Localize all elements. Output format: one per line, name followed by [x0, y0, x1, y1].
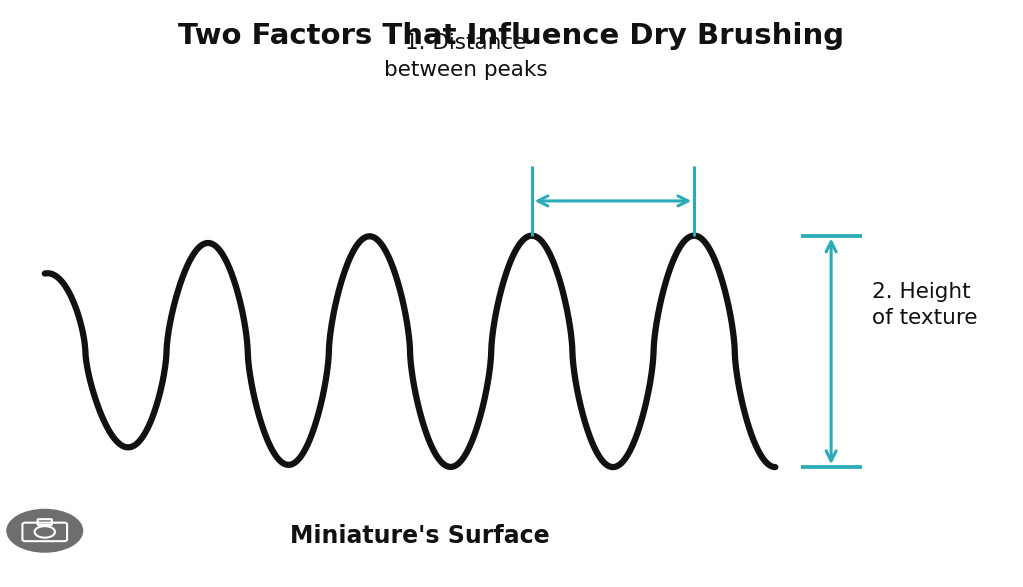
Text: 2. Height
of texture: 2. Height of texture	[872, 282, 977, 328]
Text: Miniature's Surface: Miniature's Surface	[291, 524, 550, 548]
Text: 1. Distance
between peaks: 1. Distance between peaks	[384, 33, 547, 79]
Text: Two Factors That Influence Dry Brushing: Two Factors That Influence Dry Brushing	[178, 22, 845, 49]
Circle shape	[6, 509, 83, 553]
Text: ⚡: ⚡	[42, 561, 47, 567]
